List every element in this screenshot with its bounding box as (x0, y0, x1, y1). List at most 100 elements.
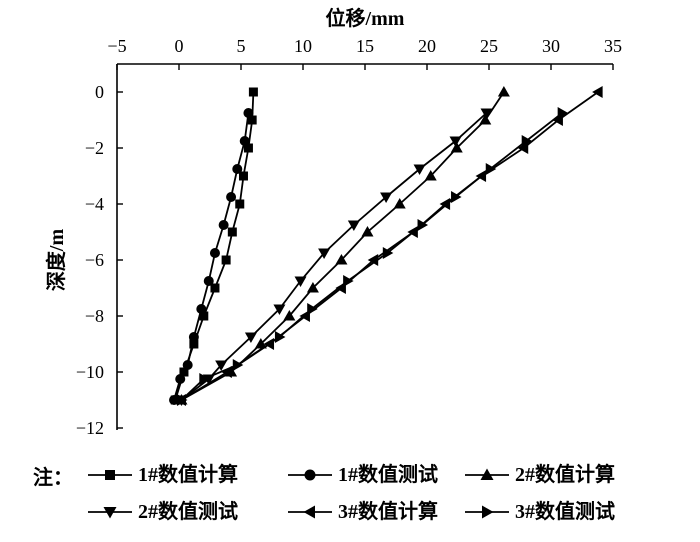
series-line (180, 112, 563, 401)
x-tick-label: −5 (107, 36, 126, 56)
legend-label: 2#数值计算 (515, 462, 615, 486)
legend-item: 3#数值计算 (288, 499, 438, 523)
data-point-circle (218, 220, 229, 230)
data-point-triangle-right (417, 219, 429, 231)
x-tick-label: 25 (480, 36, 498, 56)
data-point-square (199, 311, 209, 321)
data-point-square (238, 171, 248, 181)
data-point-triangle-right (382, 247, 394, 259)
x-tick-label: 5 (237, 36, 246, 56)
legend-label: 1#数值计算 (138, 462, 238, 486)
y-tick-label: −8 (85, 306, 104, 326)
axes: −5 0 5 10 15 20 25 30 35 0 −2 −4 −6 −8 −10 −12 (76, 36, 622, 438)
data-point-triangle-right (451, 191, 462, 203)
legend-label: 1#数值测试 (338, 462, 438, 486)
data-point-triangle-right (176, 394, 188, 406)
legend-item: 1#数值计算 (88, 462, 238, 486)
series-line (181, 91, 505, 401)
data-point-triangle-left (439, 198, 451, 210)
legend-item: 3#数值测试 (465, 499, 615, 523)
data-point-triangle-down (273, 304, 286, 315)
data-point-circle (169, 395, 180, 405)
series-line (173, 112, 250, 401)
data-point-triangle-down (449, 136, 462, 147)
x-axis-title: 位移/mm (326, 6, 405, 30)
data-point-circle (203, 276, 214, 286)
data-point-triangle-up (450, 142, 463, 153)
legend-label: 2#数值测试 (138, 499, 238, 523)
data-point-triangle-down (215, 360, 228, 371)
data-point-circle (304, 469, 316, 481)
data-point-circle (226, 192, 237, 202)
data-point-triangle-right (307, 303, 318, 315)
data-point-triangle-down (480, 108, 493, 119)
legend-item: 2#数值测试 (88, 499, 238, 523)
data-point-triangle-up (361, 226, 374, 237)
data-point-triangle-right (485, 163, 497, 175)
data-point-circle (188, 332, 199, 342)
data-point-triangle-left (517, 142, 529, 154)
y-tick-label: −6 (85, 250, 104, 270)
x-tick-label: 35 (604, 36, 622, 56)
data-point-square (243, 143, 253, 153)
data-point-square (235, 199, 245, 209)
data-point-triangle-up (306, 282, 319, 293)
data-point-triangle-up (283, 310, 296, 321)
legend: 注： 1#数值计算 1#数值测试 2#数值计算 2#数值测试 3#数值计算 3#数值测试 (33, 462, 615, 523)
y-tick-label: 0 (95, 82, 104, 102)
data-point-triangle-up (497, 86, 510, 97)
x-tick-label: 15 (356, 36, 374, 56)
data-point-triangle-down (318, 248, 331, 259)
data-point-square (221, 255, 231, 265)
data-point-triangle-up (479, 114, 492, 125)
y-tick-label: −12 (76, 418, 104, 438)
data-point-triangle-left (303, 505, 315, 519)
x-tick-label: 20 (418, 36, 436, 56)
x-tick-label: 0 (175, 36, 184, 56)
legend-item: 1#数值测试 (288, 462, 438, 486)
series-5 (175, 86, 603, 406)
x-tick-label: 10 (294, 36, 312, 56)
x-tick-label: 30 (542, 36, 560, 56)
data-point-square (227, 227, 237, 237)
legend-label: 3#数值测试 (515, 499, 615, 523)
series-layer (169, 86, 603, 406)
data-point-square (210, 283, 220, 293)
series-2 (169, 108, 254, 405)
data-point-triangle-up (254, 338, 267, 349)
data-point-triangle-up (335, 254, 348, 265)
data-point-triangle-down (294, 276, 307, 287)
data-point-triangle-right (274, 331, 286, 343)
data-point-square (248, 87, 258, 97)
data-point-triangle-up (393, 198, 406, 209)
data-point-triangle-right (557, 107, 569, 119)
data-point-circle (182, 360, 193, 370)
data-point-triangle-right (232, 359, 244, 371)
data-point-triangle-right (521, 135, 533, 147)
y-axis-title: 深度/m (44, 229, 68, 292)
data-point-triangle-up (424, 170, 437, 181)
data-point-circle (209, 248, 220, 258)
data-point-circle (239, 136, 250, 146)
data-point-triangle-up (480, 468, 494, 480)
data-point-triangle-down (103, 507, 117, 519)
y-tick-label: −2 (85, 138, 104, 158)
data-point-square (189, 339, 199, 349)
legend-label: 3#数值计算 (338, 499, 438, 523)
y-tick-label: −4 (85, 194, 104, 214)
data-point-circle (243, 108, 254, 118)
data-point-triangle-down (413, 164, 426, 175)
legend-item: 2#数值计算 (465, 462, 615, 486)
data-point-square (247, 115, 257, 125)
data-point-triangle-right (199, 373, 210, 385)
legend-prefix: 注： (33, 465, 73, 489)
data-point-triangle-left (592, 86, 603, 98)
data-point-circle (175, 374, 186, 384)
data-point-triangle-right (343, 275, 354, 287)
data-point-triangle-down (347, 220, 360, 231)
data-point-square (105, 470, 115, 480)
data-point-triangle-down (380, 192, 393, 203)
data-point-triangle-right (482, 505, 494, 519)
